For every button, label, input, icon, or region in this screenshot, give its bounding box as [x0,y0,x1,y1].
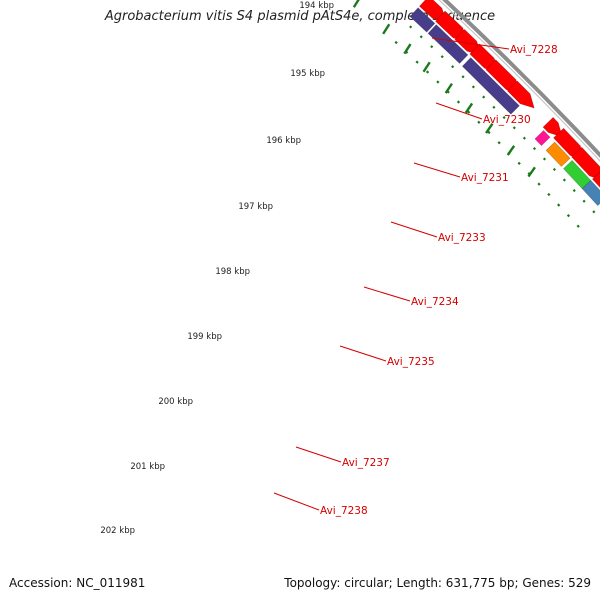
scale-tick [464,102,474,114]
inner-dot [542,157,547,161]
scale-label: 201 kbp [130,462,165,472]
cds-forward-arrow [591,171,600,188]
gene-leader-line [273,492,320,511]
scale-label: 194 kbp [299,1,334,11]
gene-leader-line [363,286,411,302]
gene-leader-line [295,446,342,463]
gene-leader-line [339,345,387,362]
cds-forward-arrow [506,80,535,109]
gene-label: Avi_7238 [320,505,368,517]
inner-dot [440,55,444,59]
gene-label: Avi_7235 [387,356,435,368]
inner-dot [562,178,566,182]
cds-green [563,160,592,190]
gene-leader-line [431,37,510,50]
cds-reverse-arrow [461,57,520,115]
scale-dot [487,130,491,135]
scale-dot [425,70,430,74]
scale-tick [352,0,360,8]
scale-dot [497,141,501,145]
scale-dot [566,213,571,218]
scale-label: 198 kbp [215,267,250,277]
inner-dot [572,189,576,193]
scale-dot [467,110,471,114]
topology-text: Topology: circular; Length: 631,775 bp; … [284,576,591,590]
scale-dot [394,40,398,45]
scale-tick [444,82,453,94]
scale-label: 200 kbp [158,397,193,407]
scale-label: 196 kbp [266,136,301,146]
gene-label: Avi_7228 [510,44,558,56]
inner-dot [522,136,526,140]
cds-forward-arrow [571,146,600,180]
inner-dot [552,167,557,172]
cds-orange [545,141,571,167]
cds-reverse-arrow [409,7,436,33]
scale-tick [485,123,494,134]
scale-label: 197 kbp [238,202,273,212]
accession-text: Accession: NC_011981 [9,576,146,590]
gene-label: Avi_7237 [342,457,390,469]
inner-dot [592,210,596,214]
inner-dot [482,95,486,99]
scale-dot [557,203,561,207]
scale-dot [537,182,541,186]
gene-label: Avi_7234 [411,296,459,308]
inner-dot [582,199,586,203]
scale-tick [382,23,391,35]
inner-dot [430,45,434,49]
backbone-arc [442,0,600,158]
inner-dot [461,75,465,79]
inner-dot [502,115,506,120]
scale-dot [446,90,450,94]
inner-dot [471,85,475,89]
scale-dot [547,192,551,197]
scale-label: 199 kbp [187,332,222,342]
scale-tick [527,166,536,178]
scale-tick [403,43,412,55]
cds-forward-arrow [542,116,563,138]
gene-label: Avi_7231 [461,172,509,184]
map-title: Agrobacterium vitis S4 plasmid pAtS4e, c… [104,9,496,24]
cds-magenta [534,130,551,146]
gene-label: Avi_7230 [483,114,531,126]
inner-dot [532,147,537,151]
cds-reverse-arrow [446,42,469,64]
inner-dot [451,65,455,69]
scale-tick [422,61,431,73]
gene-label: Avi_7233 [438,232,486,244]
gene-leader-line [435,102,483,120]
inner-dot [512,126,516,130]
scale-dot [415,60,419,64]
gene-leader-line [413,162,461,178]
scale-label: 195 kbp [290,69,325,79]
scale-dot [477,120,481,124]
scale-label: 202 kbp [100,526,135,536]
cds-reverse-arrow [427,24,457,53]
gene-leader-line [390,221,438,238]
scale-dot [456,100,461,104]
scale-tick [506,145,516,156]
inner-dot [419,35,423,39]
inner-dot [409,25,413,29]
backbone-inner-arc [438,0,600,162]
inner-dot [492,105,496,109]
scale-dot [436,80,440,84]
scale-dot [517,161,521,165]
cds-steelblue [581,180,600,207]
scale-dot [576,224,580,228]
